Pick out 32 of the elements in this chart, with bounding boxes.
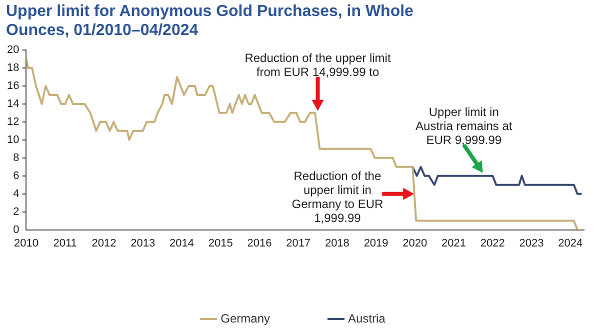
x-tick-label: 2014 [169,237,194,250]
x-tick-label: 2019 [364,237,388,250]
y-tick-label: 6 [13,170,20,182]
y-tick-label: 10 [6,134,20,146]
x-tick-label: 2015 [208,237,233,250]
y-tick-label: 12 [6,116,20,128]
y-tick-label: 0 [13,224,20,236]
x-tick-label: 2018 [324,237,350,250]
y-tick-label: 20 [6,44,20,56]
x-tick-label: 2020 [402,237,428,250]
x-tick-label: 2012 [92,237,116,250]
x-tick-label: 2024 [558,237,583,250]
y-tick-label: 16 [6,80,20,92]
annotation: Reduction of the upper limit in Germany to EUR 1,999.99 [292,169,384,226]
legend-label: Germany [220,311,270,326]
y-tick-label: 14 [6,98,20,110]
chart-title: Upper limit for Anonymous Gold Purchases, in Whole Ounces, 01/2010–04/2024 [6,2,414,40]
x-tick-label: 2022 [480,237,505,250]
annotation: Upper limit in Austria remains at EUR 9,999.99 [416,105,513,148]
y-tick-label: 4 [13,188,20,200]
x-tick-label: 2011 [53,237,77,250]
annotation: Reduction of the upper limit from EUR 14,999.99 to [244,51,392,80]
y-tick-label: 2 [13,206,20,218]
legend-label: Austria [348,311,386,326]
x-tick-label: 2023 [519,237,544,250]
x-tick-label: 2016 [247,237,272,250]
x-tick-label: 2017 [286,237,311,250]
x-tick-label: 2013 [130,237,156,250]
y-tick-label: 18 [6,62,20,74]
y-tick-label: 8 [13,152,20,164]
x-tick-label: 2021 [442,237,466,250]
x-tick-label: 2010 [14,237,38,250]
